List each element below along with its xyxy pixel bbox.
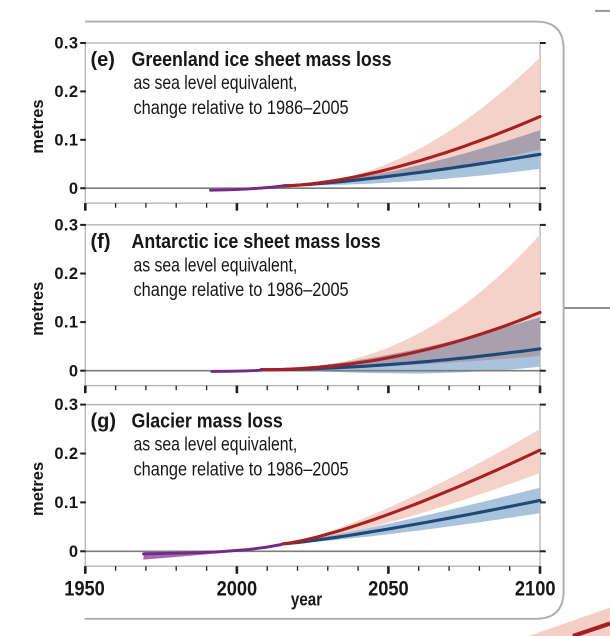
svg-text:(f): (f)	[91, 231, 111, 253]
svg-text:Antarctic ice sheet mass loss: Antarctic ice sheet mass loss	[132, 231, 381, 253]
svg-text:0.1: 0.1	[54, 314, 78, 332]
svg-text:(g): (g)	[91, 410, 117, 432]
svg-text:as sea level equivalent,: as sea level equivalent,	[134, 254, 298, 276]
svg-text:as sea level equivalent,: as sea level equivalent,	[134, 433, 298, 455]
svg-text:2000: 2000	[217, 577, 258, 601]
svg-text:1950: 1950	[64, 577, 105, 601]
svg-text:0: 0	[69, 180, 79, 198]
svg-text:year: year	[291, 589, 323, 610]
svg-text:change relative to 1986–2005: change relative to 1986–2005	[134, 97, 349, 118]
svg-text:0.2: 0.2	[54, 445, 78, 463]
svg-text:change relative to 1986–2005: change relative to 1986–2005	[134, 279, 349, 300]
svg-text:0.1: 0.1	[54, 494, 78, 512]
svg-text:0: 0	[69, 362, 79, 380]
svg-text:metres: metres	[29, 282, 47, 336]
svg-text:0: 0	[69, 543, 79, 561]
svg-text:0.3: 0.3	[54, 217, 78, 235]
svg-text:metres: metres	[29, 462, 47, 516]
svg-text:0.3: 0.3	[54, 35, 78, 53]
svg-text:Greenland ice sheet mass loss: Greenland ice sheet mass loss	[132, 49, 392, 71]
svg-text:change relative to 1986–2005: change relative to 1986–2005	[134, 458, 349, 479]
svg-text:2100: 2100	[515, 577, 556, 601]
svg-text:metres: metres	[29, 99, 47, 153]
svg-text:0.2: 0.2	[54, 265, 78, 283]
svg-text:0.3: 0.3	[54, 396, 78, 414]
svg-text:(e): (e)	[91, 49, 115, 71]
svg-text:0.2: 0.2	[54, 83, 78, 101]
svg-text:as sea level equivalent,: as sea level equivalent,	[134, 72, 298, 94]
svg-text:Glacier mass loss: Glacier mass loss	[132, 410, 283, 432]
svg-text:2050: 2050	[368, 577, 409, 601]
svg-text:0.1: 0.1	[54, 131, 78, 149]
